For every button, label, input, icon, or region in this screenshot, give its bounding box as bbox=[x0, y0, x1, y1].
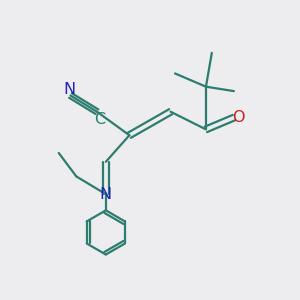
Text: C: C bbox=[94, 112, 105, 128]
Text: N: N bbox=[100, 187, 112, 202]
Text: N: N bbox=[63, 82, 75, 97]
Text: O: O bbox=[232, 110, 244, 125]
